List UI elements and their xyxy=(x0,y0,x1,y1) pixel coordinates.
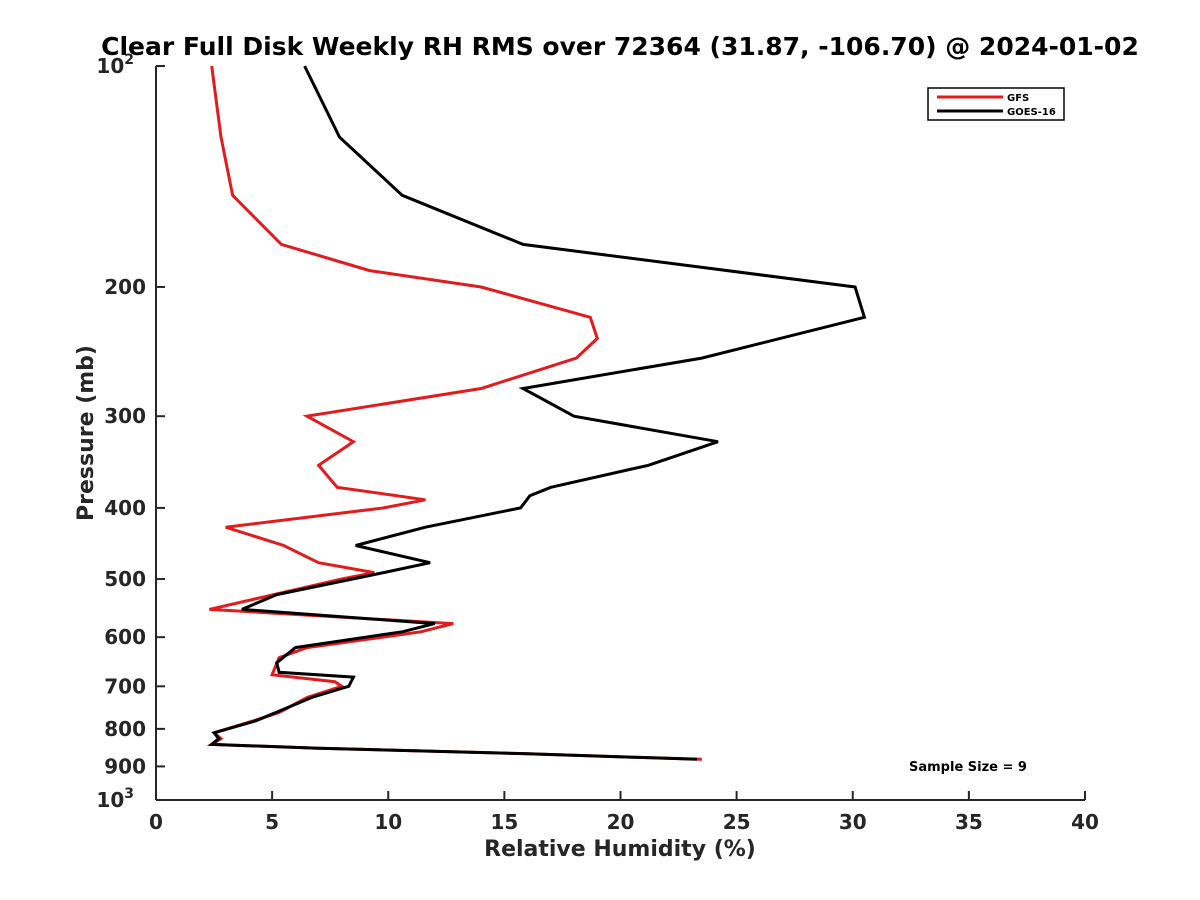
x-tick-label: 25 xyxy=(723,810,751,834)
x-tick-label: 40 xyxy=(1071,810,1099,834)
x-tick-label: 30 xyxy=(839,810,867,834)
y-tick-label: 400 xyxy=(104,496,146,520)
y-tick-label: 600 xyxy=(104,625,146,649)
series-layer xyxy=(206,65,867,761)
x-axis-label: Relative Humidity (%) xyxy=(484,837,756,862)
x-ticks: 0 5 10 15 20 25 30 35 40 xyxy=(149,791,1099,834)
chart-title: Clear Full Disk Weekly RH RMS over 72364… xyxy=(101,32,1139,61)
y-axis-label: Pressure (mb) xyxy=(74,345,99,521)
x-tick-label: 15 xyxy=(490,810,518,834)
y-ticks: 102 200 300 400 500 600 700 800 900 103 xyxy=(96,52,165,812)
y-tick-label: 500 xyxy=(104,567,146,591)
y-tick-label: 700 xyxy=(104,674,146,698)
x-tick-label: 5 xyxy=(265,810,279,834)
legend-label: GOES-16 xyxy=(1007,107,1056,118)
x-tick-label: 0 xyxy=(149,810,163,834)
legend: GFS GOES-16 xyxy=(927,87,1065,121)
y-tick-label: 200 xyxy=(104,275,146,299)
x-tick-label: 10 xyxy=(374,810,402,834)
y-tick-label: 900 xyxy=(104,754,146,778)
y-tick-label: 103 xyxy=(96,786,134,812)
x-tick-label: 35 xyxy=(955,810,983,834)
y-tick-label: 800 xyxy=(104,717,146,741)
plot-area xyxy=(156,66,1085,800)
legend-box xyxy=(927,87,1065,121)
y-tick-label: 300 xyxy=(104,404,146,428)
plot-background xyxy=(156,66,1085,800)
x-tick-label: 20 xyxy=(607,810,635,834)
legend-label: GFS xyxy=(1007,93,1029,104)
y-tick-label: 102 xyxy=(96,52,134,78)
series-line-goes-16 xyxy=(207,65,867,761)
sample-size-annotation: Sample Size = 9 xyxy=(909,760,1027,775)
